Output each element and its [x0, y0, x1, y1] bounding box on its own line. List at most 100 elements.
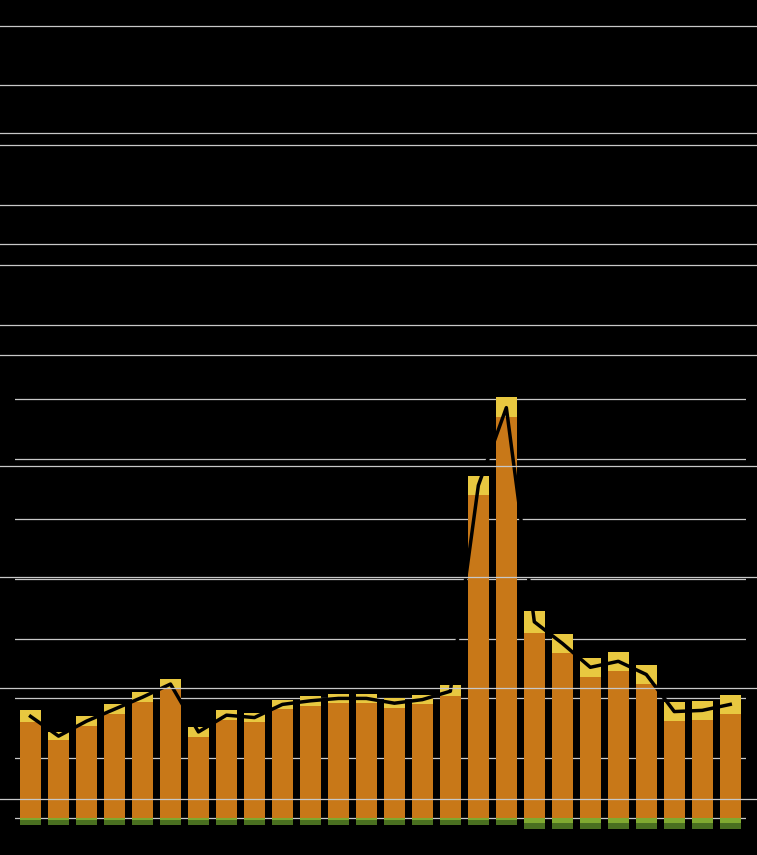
Bar: [132, 821, 153, 825]
Bar: [48, 732, 69, 740]
Bar: [496, 417, 517, 818]
Bar: [216, 720, 237, 818]
Bar: [328, 693, 349, 703]
Bar: [524, 633, 545, 818]
Bar: [356, 818, 377, 821]
Bar: [328, 821, 349, 825]
Bar: [300, 818, 321, 821]
Bar: [356, 703, 377, 818]
Bar: [468, 476, 489, 495]
Bar: [160, 679, 181, 689]
Bar: [132, 693, 153, 702]
Bar: [384, 699, 405, 708]
Bar: [104, 821, 125, 825]
Bar: [20, 821, 41, 825]
Bar: [48, 818, 69, 821]
Bar: [356, 693, 377, 703]
Bar: [160, 689, 181, 818]
Bar: [244, 818, 265, 821]
Bar: [160, 821, 181, 825]
Bar: [188, 818, 209, 821]
Bar: [608, 652, 629, 671]
Bar: [440, 685, 461, 696]
Bar: [48, 740, 69, 818]
Bar: [76, 716, 97, 726]
Bar: [608, 823, 629, 828]
Bar: [76, 726, 97, 818]
Bar: [468, 818, 489, 821]
Bar: [272, 699, 293, 709]
Bar: [692, 818, 713, 823]
Bar: [412, 695, 433, 705]
Bar: [608, 818, 629, 823]
Bar: [328, 818, 349, 821]
Bar: [636, 665, 657, 684]
Bar: [580, 677, 601, 818]
Bar: [636, 684, 657, 818]
Bar: [692, 720, 713, 818]
Bar: [440, 818, 461, 821]
Bar: [552, 634, 573, 653]
Bar: [132, 818, 153, 821]
Bar: [272, 818, 293, 821]
Bar: [636, 823, 657, 828]
Bar: [160, 818, 181, 821]
Bar: [216, 711, 237, 720]
Bar: [468, 821, 489, 825]
Bar: [216, 818, 237, 821]
Bar: [384, 821, 405, 825]
Bar: [48, 821, 69, 825]
Bar: [524, 823, 545, 828]
Bar: [412, 818, 433, 821]
Bar: [356, 821, 377, 825]
Bar: [20, 722, 41, 818]
Bar: [496, 397, 517, 417]
Bar: [244, 713, 265, 722]
Bar: [188, 727, 209, 737]
Bar: [552, 823, 573, 828]
Bar: [468, 495, 489, 818]
Bar: [524, 818, 545, 823]
Bar: [580, 657, 601, 677]
Bar: [244, 722, 265, 818]
Bar: [244, 821, 265, 825]
Bar: [692, 823, 713, 828]
Bar: [328, 703, 349, 818]
Bar: [76, 821, 97, 825]
Bar: [20, 818, 41, 821]
Bar: [664, 823, 685, 828]
Bar: [104, 818, 125, 821]
Bar: [720, 695, 741, 714]
Bar: [552, 818, 573, 823]
Bar: [664, 818, 685, 823]
Bar: [496, 821, 517, 825]
Bar: [272, 709, 293, 818]
Bar: [524, 611, 545, 633]
Bar: [188, 737, 209, 818]
Bar: [440, 696, 461, 818]
Bar: [132, 702, 153, 818]
Bar: [412, 821, 433, 825]
Bar: [216, 821, 237, 825]
Bar: [692, 701, 713, 720]
Bar: [664, 702, 685, 721]
Bar: [412, 705, 433, 818]
Bar: [636, 818, 657, 823]
Bar: [104, 705, 125, 714]
Bar: [720, 818, 741, 823]
Bar: [300, 696, 321, 705]
Bar: [300, 705, 321, 818]
Bar: [552, 653, 573, 818]
Bar: [300, 821, 321, 825]
Bar: [496, 818, 517, 821]
Bar: [720, 823, 741, 828]
Bar: [272, 821, 293, 825]
Bar: [608, 671, 629, 818]
Bar: [664, 721, 685, 818]
Bar: [440, 821, 461, 825]
Bar: [384, 818, 405, 821]
Bar: [580, 823, 601, 828]
Bar: [580, 818, 601, 823]
Bar: [384, 708, 405, 818]
Bar: [188, 821, 209, 825]
